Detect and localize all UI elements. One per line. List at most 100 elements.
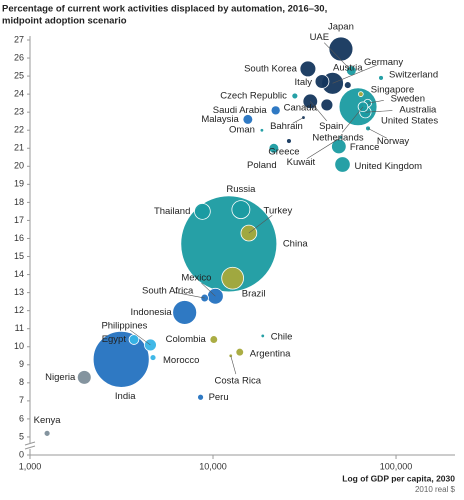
bubble [92, 330, 150, 388]
point-label: Colombia [166, 334, 207, 345]
y-tick-label: 20 [14, 161, 24, 171]
y-tick-label: 23 [14, 107, 24, 117]
point-label: Egypt [102, 334, 127, 345]
y-tick-label: 6 [19, 413, 24, 423]
y-tick-label: 15 [14, 251, 24, 261]
leader-line [129, 329, 151, 346]
bubble [331, 138, 347, 155]
point-label: Netherlands [312, 132, 363, 143]
y-tick-label: 9 [19, 359, 24, 369]
point-label: Nigeria [45, 372, 76, 383]
point-label: India [115, 391, 136, 402]
chart-subtitle: midpoint adoption scenario [2, 16, 127, 27]
leader-line [365, 110, 393, 113]
bubble [209, 335, 219, 344]
x-axis-title: Log of GDP per capita, 2030 [342, 473, 455, 483]
axis-break-gap [25, 442, 35, 449]
point-label: Poland [247, 160, 277, 171]
point-label: Switzerland [389, 69, 438, 80]
bubble [286, 138, 292, 144]
y-tick-label: 8 [19, 377, 24, 387]
leader-line [342, 106, 364, 133]
y-tick-label: 10 [14, 341, 24, 351]
point-label: Brazil [242, 289, 266, 300]
bubble [242, 114, 254, 125]
point-label: Argentina [250, 349, 291, 360]
point-label: Mexico [181, 273, 211, 284]
bubble [291, 92, 299, 100]
bubble [180, 195, 278, 293]
bubble [172, 300, 198, 325]
leader-line [324, 42, 352, 71]
point-label: Greece [268, 147, 299, 158]
bubble [197, 393, 204, 401]
point-label: Canada [284, 102, 318, 113]
bubble [194, 203, 211, 220]
x-axis-note: 2010 real $ [415, 485, 456, 494]
bubble [76, 370, 92, 385]
bubble [231, 200, 251, 219]
y-tick-label: 0 [19, 449, 24, 459]
point-label: Australia [399, 105, 437, 116]
point-label: Italy [295, 77, 313, 88]
point-label: Norway [377, 136, 409, 147]
x-tick-label: 1,000 [19, 461, 42, 471]
leader-line [310, 101, 328, 122]
point-label: Spain [319, 121, 343, 132]
point-label: Chile [271, 331, 293, 342]
leader-line [230, 355, 237, 375]
point-label: Morocco [163, 355, 199, 366]
bubble [299, 60, 317, 78]
y-tick-label: 24 [14, 89, 24, 99]
bubble [235, 347, 245, 357]
leader-line [306, 137, 342, 159]
point-label: Indonesia [130, 307, 172, 318]
y-tick-label: 7 [19, 395, 24, 405]
point-label: Czech Republic [220, 90, 287, 101]
point-label: Germany [364, 57, 403, 68]
point-label: United Kingdom [355, 161, 423, 172]
leader-line [248, 215, 273, 234]
point-label: Bahrain [270, 121, 303, 132]
bubble [320, 98, 334, 112]
y-tick-label: 14 [14, 269, 24, 279]
bubble [314, 74, 330, 89]
point-label: Kenya [34, 415, 62, 426]
point-label: UAE [310, 32, 330, 43]
y-tick-label: 11 [15, 323, 24, 333]
point-label: Oman [229, 125, 255, 136]
point-label: China [283, 238, 309, 249]
point-label: France [350, 142, 380, 153]
leader-line [174, 292, 205, 299]
bubble [260, 333, 265, 339]
point-label: Philippines [101, 320, 147, 331]
bubble [43, 429, 51, 437]
point-label: Sweden [391, 94, 425, 105]
point-label: Turkey [264, 206, 293, 217]
y-tick-label: 18 [14, 197, 24, 207]
point-label: Singapore [371, 85, 414, 96]
bubble [270, 105, 281, 116]
y-tick-label: 19 [14, 179, 24, 189]
point-label: United States [381, 115, 438, 126]
bubble [259, 128, 265, 133]
y-tick-label: 25 [14, 70, 24, 80]
point-label: Peru [209, 392, 229, 403]
y-tick-label: 16 [14, 233, 24, 243]
bubble [221, 266, 244, 290]
leader-line [292, 117, 304, 124]
y-tick-label: 13 [14, 287, 24, 297]
bubble [343, 81, 352, 89]
chart-title: Percentage of current work activities di… [2, 4, 327, 15]
leader-line [367, 128, 387, 139]
point-label: Costa Rica [215, 375, 262, 386]
leader-line [367, 100, 384, 104]
y-tick-label: 26 [14, 52, 24, 62]
point-label: Thailand [154, 206, 190, 217]
leader-line [332, 64, 378, 84]
bubble [268, 142, 280, 154]
point-label: South Korea [244, 63, 298, 74]
point-label: Malaysia [201, 114, 239, 125]
bubble [128, 334, 140, 345]
leader-line [201, 282, 216, 297]
